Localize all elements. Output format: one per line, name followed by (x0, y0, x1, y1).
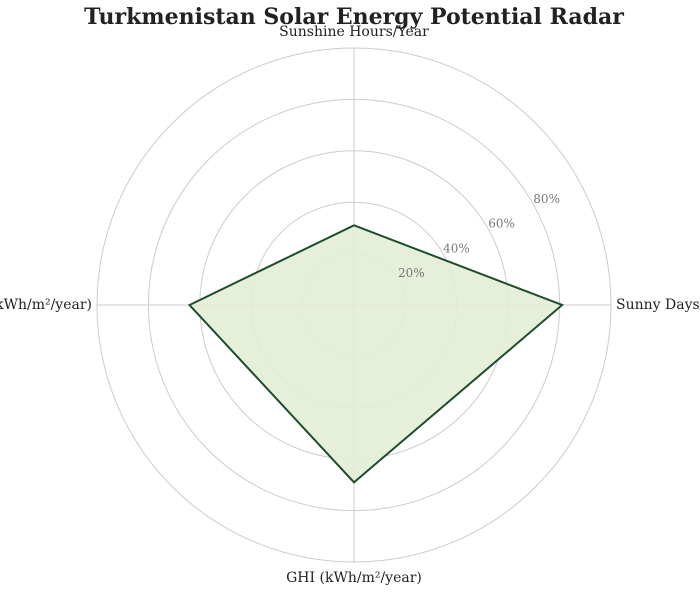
r-tick-label: 60% (488, 217, 515, 231)
axis-label: GHI (kWh/m²/year) (286, 570, 422, 586)
axis-label: DNI (kWh/m²/year) (0, 297, 92, 313)
axis-label: Sunny Days/Year (616, 297, 700, 313)
r-tick-label: 80% (533, 192, 560, 206)
r-tick-label: 40% (443, 241, 470, 255)
r-tick-label: 20% (398, 266, 425, 280)
chart-title: Turkmenistan Solar Energy Potential Rada… (84, 4, 624, 30)
axis-label: Sunshine Hours/Year (279, 24, 429, 40)
radar-area (187, 224, 565, 484)
